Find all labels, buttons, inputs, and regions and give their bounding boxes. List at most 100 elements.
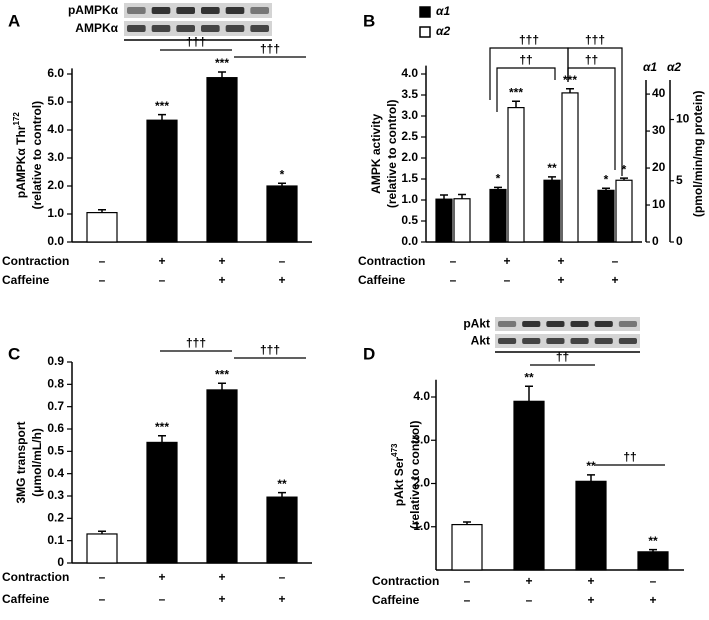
blot-band	[201, 25, 220, 32]
error-bar	[602, 187, 610, 191]
y-tick-label: 0	[57, 555, 64, 569]
blot-band	[546, 321, 565, 327]
y-tick-label: 0.4	[47, 466, 64, 480]
bar	[451, 523, 483, 571]
y-tick-label: 1.5	[401, 171, 418, 185]
significance-label: *	[622, 162, 627, 176]
right-tick-label: 10	[652, 197, 666, 211]
row-mark: +	[158, 570, 165, 584]
right-axis-label: (pmol/min/mg protein)	[691, 90, 705, 217]
right-tick-label: 30	[652, 123, 666, 137]
row-label: Caffeine	[372, 593, 420, 607]
bar	[489, 188, 507, 243]
panel-letter: A	[8, 11, 20, 30]
y-tick-label: 4.0	[401, 66, 418, 80]
bar	[266, 496, 298, 564]
legend-label: α1	[436, 4, 450, 18]
significance-label: ***	[215, 56, 229, 70]
row-mark: –	[99, 592, 106, 606]
blot-band	[594, 321, 613, 327]
right-tick-label: 40	[652, 86, 666, 100]
y-tick-label: 3.5	[401, 87, 418, 101]
row-mark: –	[99, 570, 106, 584]
significance-label: ***	[155, 99, 169, 113]
bar	[513, 400, 545, 571]
bar	[615, 179, 633, 243]
error-bar	[98, 530, 106, 534]
row-mark: –	[159, 592, 166, 606]
blot-strip	[495, 334, 640, 348]
bar	[543, 179, 561, 243]
blot-band	[522, 338, 541, 344]
y-tick-label: 0.0	[47, 234, 64, 248]
row-label: Caffeine	[2, 592, 50, 606]
blot-band	[201, 7, 220, 14]
bracket	[567, 47, 623, 176]
y-tick-label: 1.0	[47, 206, 64, 220]
right-axis-name: α1	[643, 60, 657, 74]
right-tick-label: 0	[652, 234, 659, 248]
blot-band	[176, 25, 195, 32]
row-mark: –	[450, 254, 457, 268]
bracket	[567, 67, 616, 170]
blot-band	[250, 7, 269, 14]
blot-band	[127, 25, 146, 32]
blot-band	[225, 7, 245, 14]
significance-label: **	[277, 477, 287, 491]
blot-label: pAkt	[463, 317, 490, 331]
row-mark: +	[587, 593, 594, 607]
bracket-label: ††	[623, 450, 636, 464]
y-tick-label: 5.0	[47, 94, 64, 108]
significance-label: *	[496, 172, 501, 186]
significance-label: ***	[563, 73, 577, 87]
y-tick-label: 0.2	[47, 511, 64, 525]
row-label: Contraction	[372, 574, 439, 588]
panel-letter: B	[363, 11, 375, 30]
blot-band	[570, 321, 589, 327]
y-label-sup: 172	[12, 112, 21, 126]
right-tick-label: 5	[676, 173, 683, 187]
significance-label: **	[586, 459, 596, 473]
row-mark: –	[450, 273, 457, 287]
y-label-text: AMPK activity	[369, 113, 383, 193]
row-mark: –	[99, 254, 106, 268]
row-label: Caffeine	[358, 273, 406, 287]
blot-band	[225, 25, 245, 32]
right-tick-label: 10	[676, 112, 690, 126]
error-bar	[548, 176, 556, 181]
row-mark: +	[525, 574, 532, 588]
panel-letter: C	[8, 344, 20, 363]
y-axis-label-2: (μmol/mL/h)	[30, 428, 44, 497]
error-bar	[463, 521, 471, 525]
bracket-label: †††	[186, 336, 206, 350]
bracket-label: †††	[260, 343, 280, 357]
bar	[86, 212, 118, 243]
blot-band	[618, 321, 637, 327]
y-tick-label: 1.0	[401, 192, 418, 206]
bar	[206, 77, 238, 243]
significance-label: ***	[509, 85, 523, 99]
error-bar	[218, 71, 226, 78]
bar	[561, 92, 579, 243]
legend-swatch	[419, 6, 431, 18]
y-tick-label: 4.0	[413, 389, 430, 403]
significance-label: **	[648, 534, 658, 548]
error-bar	[278, 182, 286, 186]
row-mark: +	[158, 254, 165, 268]
bar	[266, 185, 298, 243]
bar	[146, 119, 178, 243]
significance-label: *	[604, 172, 609, 186]
row-mark: +	[278, 592, 285, 606]
y-tick-label: 0.7	[47, 399, 64, 413]
y-tick-label: 2.0	[401, 150, 418, 164]
blot-band	[151, 7, 171, 14]
y-label-sup: 473	[390, 443, 399, 457]
row-mark: –	[526, 593, 533, 607]
y-tick-label: 4.0	[47, 122, 64, 136]
row-mark: –	[464, 593, 471, 607]
y-tick-label: 1.0	[413, 519, 430, 533]
panel-letter: D	[363, 344, 375, 363]
blot-band	[151, 25, 171, 32]
